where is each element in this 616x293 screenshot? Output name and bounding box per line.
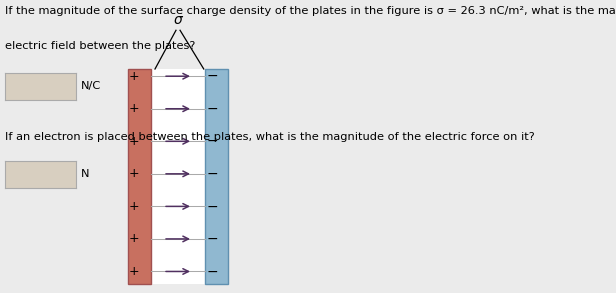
Bar bbox=[128, 69, 151, 285]
Text: −: − bbox=[206, 167, 217, 181]
Text: +: + bbox=[129, 265, 139, 278]
Text: +: + bbox=[129, 102, 139, 115]
Text: −: − bbox=[206, 69, 217, 83]
Text: −: − bbox=[206, 232, 217, 246]
Text: −: − bbox=[206, 265, 217, 278]
Text: electric field between the plates?: electric field between the plates? bbox=[5, 41, 195, 51]
Text: σ: σ bbox=[174, 13, 182, 28]
Text: −: − bbox=[206, 102, 217, 116]
Text: +: + bbox=[129, 70, 139, 83]
Bar bbox=[151, 69, 205, 285]
Text: −: − bbox=[206, 134, 217, 148]
Text: +: + bbox=[129, 200, 139, 213]
Text: −: − bbox=[206, 199, 217, 213]
Text: N: N bbox=[81, 169, 90, 179]
Text: +: + bbox=[129, 167, 139, 180]
Bar bbox=[205, 69, 228, 285]
Text: N/C: N/C bbox=[81, 81, 102, 91]
Text: +: + bbox=[129, 232, 139, 246]
Text: +: + bbox=[129, 135, 139, 148]
Text: If an electron is placed between the plates, what is the magnitude of the electr: If an electron is placed between the pla… bbox=[5, 132, 535, 142]
Text: If the magnitude of the surface charge density of the plates in the figure is σ : If the magnitude of the surface charge d… bbox=[5, 6, 616, 16]
